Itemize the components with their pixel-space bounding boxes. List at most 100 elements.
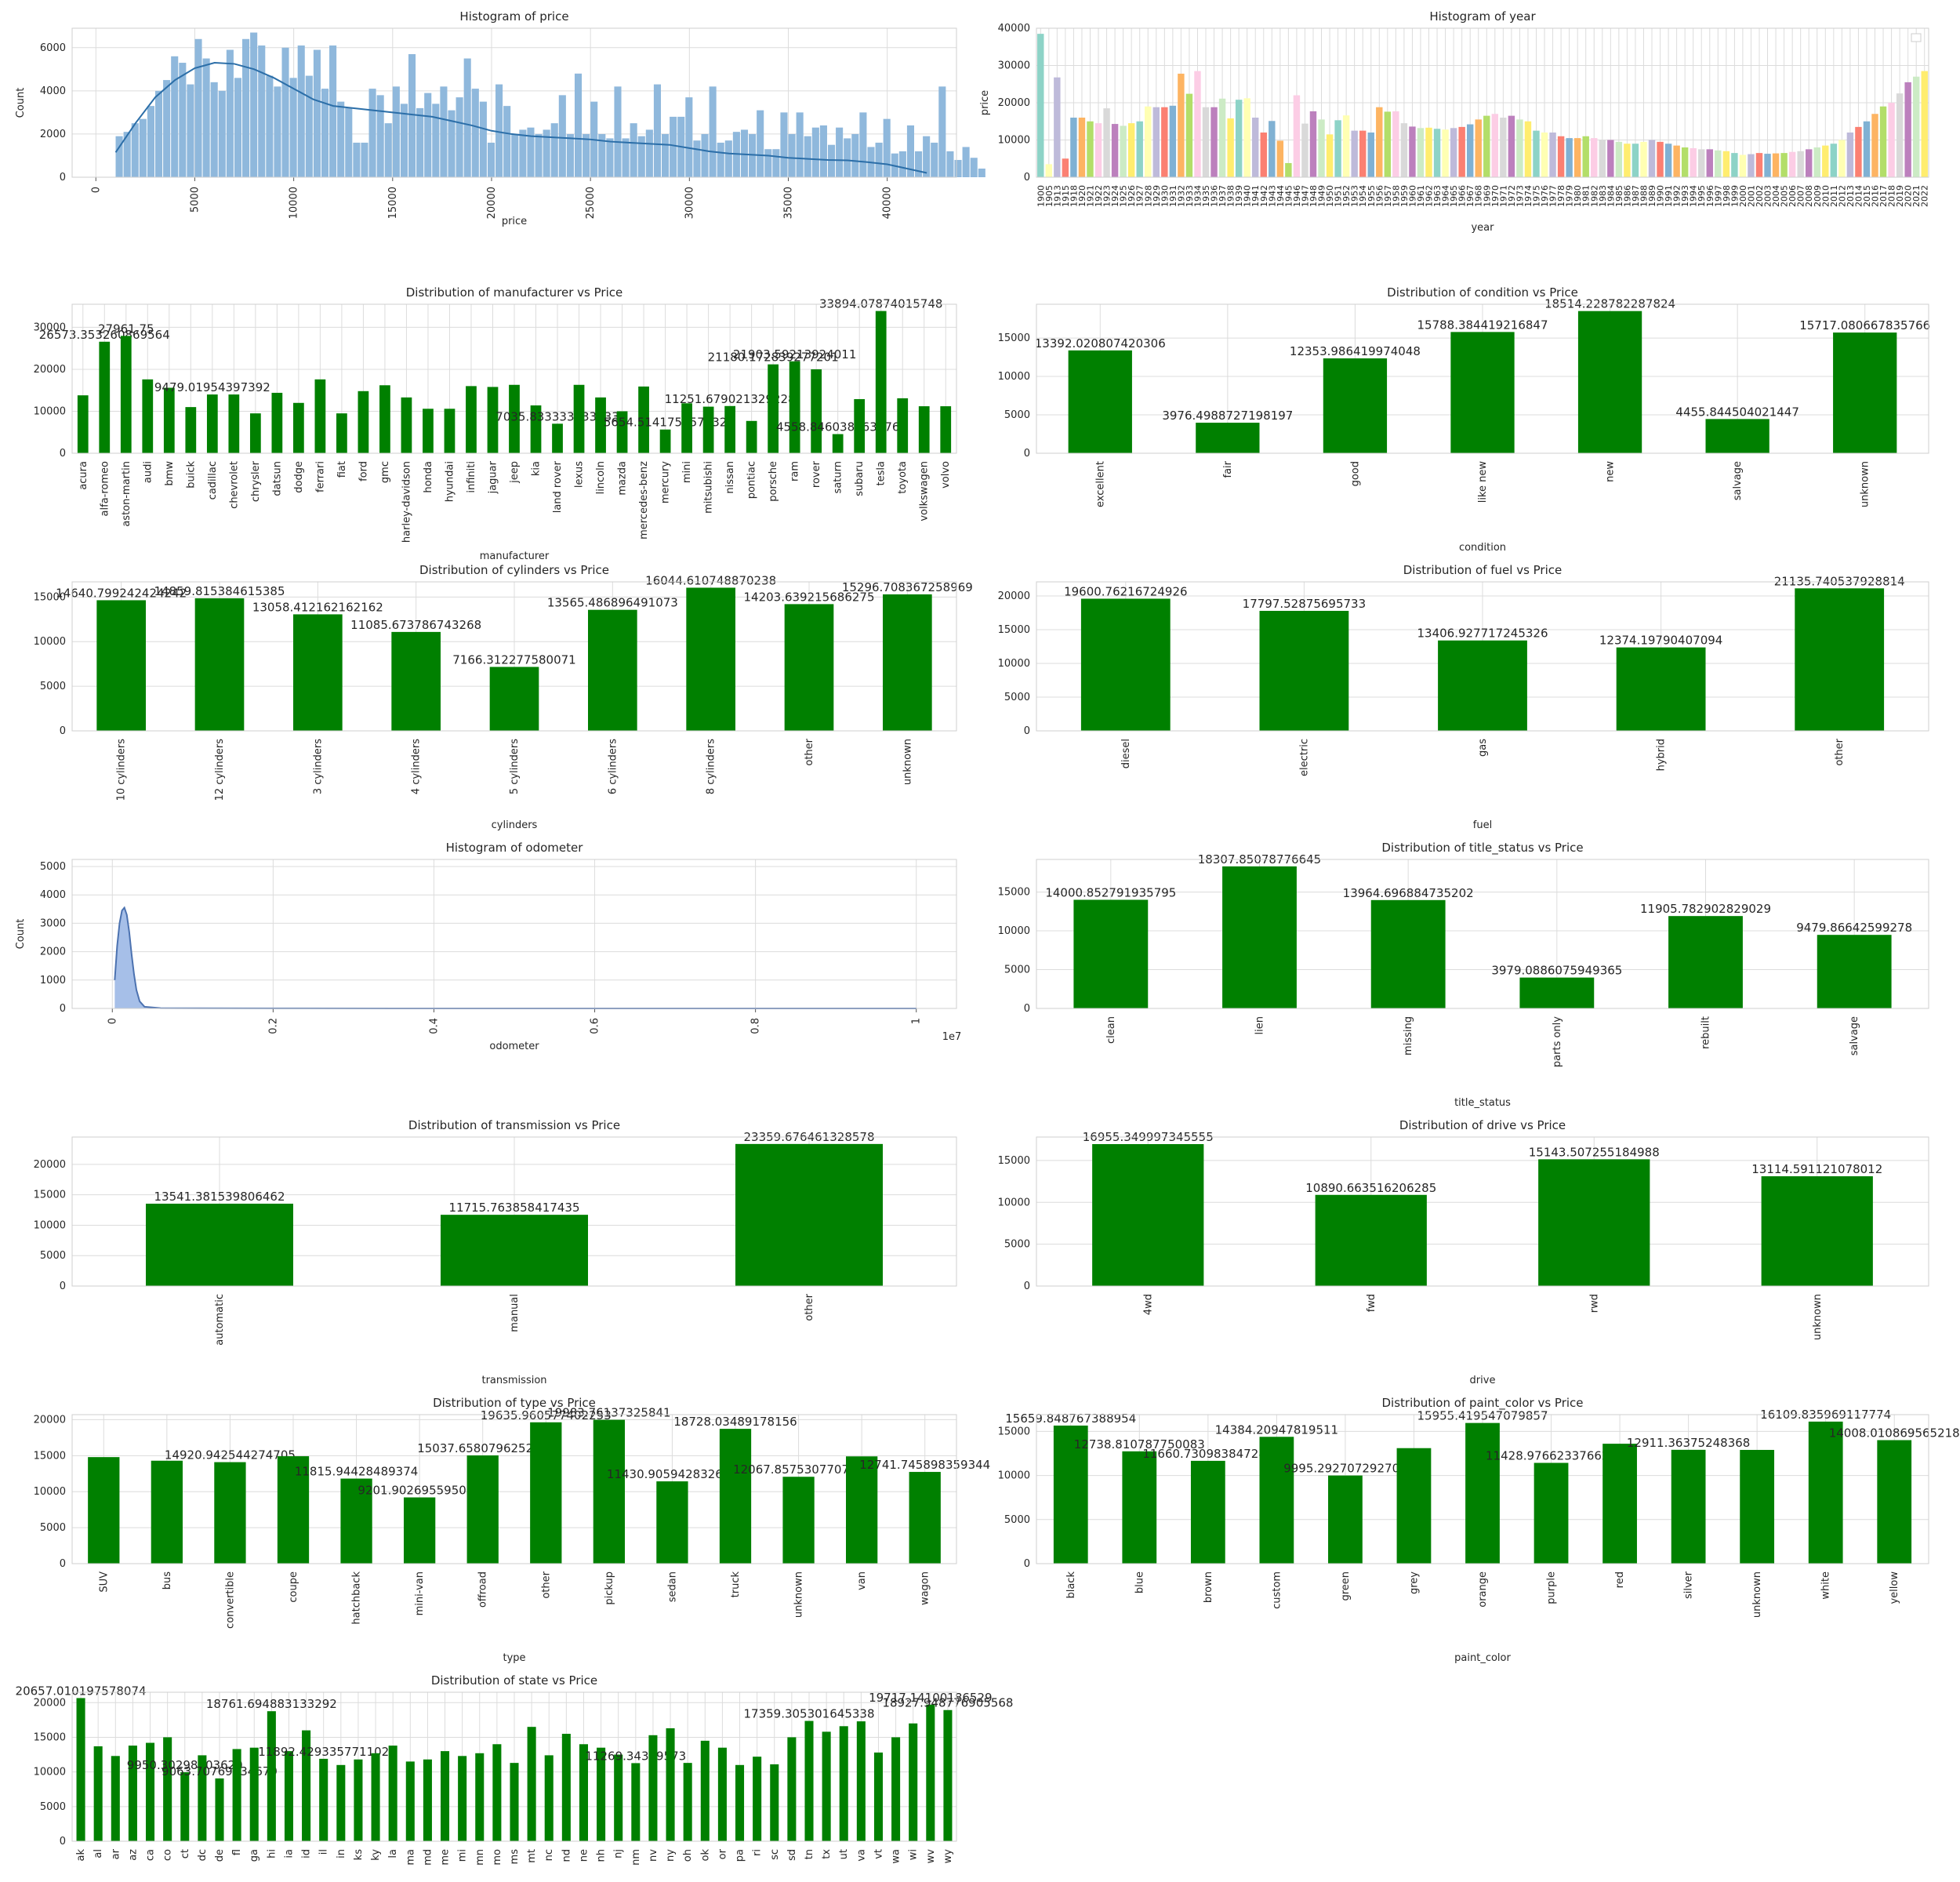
x-tick-label: fiat (336, 461, 348, 478)
bar (856, 1721, 866, 1841)
y-tick-label: 10000 (34, 1219, 66, 1231)
bar (99, 341, 111, 453)
bar (1359, 130, 1367, 177)
data-label: 11251.679021329228 (665, 392, 796, 406)
x-tick-label: 2002 (1755, 185, 1765, 207)
x-tick-label: id (301, 1849, 313, 1858)
x-tick-label: 1933 (1185, 185, 1195, 207)
histogram-bin (630, 123, 637, 177)
x-tick-label: new (1605, 461, 1617, 482)
plot-frame (1036, 581, 1929, 732)
bar (1127, 123, 1135, 177)
bar (681, 403, 692, 453)
bar (1664, 144, 1672, 177)
chart-title: Distribution of fuel vs Price (1403, 563, 1563, 577)
y-tick-label: 20000 (34, 1414, 66, 1426)
data-label: 14000.852791935795 (1045, 885, 1176, 899)
bar (163, 387, 175, 453)
x-tick-label: rover (811, 460, 822, 488)
bar (839, 1726, 848, 1841)
chart-panel: Distribution of paint_color vs Price 0 500… (998, 1396, 1960, 1664)
x-axis-label: odometer (489, 1041, 539, 1052)
bar (1466, 124, 1474, 177)
x-tick-label: gmc (379, 461, 391, 483)
x-tick-label: 1944 (1276, 185, 1286, 207)
x-tick-label: 2015 (1862, 185, 1872, 207)
x-tick-label: ky (370, 1849, 382, 1861)
bar (1838, 140, 1846, 177)
x-tick-label: 1951 (1334, 185, 1344, 207)
y-tick-label: 0 (1024, 172, 1030, 183)
x-tick-label: ar (110, 1848, 122, 1859)
bar (249, 1747, 259, 1841)
x-tick-label: 0.6 (590, 1018, 601, 1034)
x-tick-label: ferrari (314, 461, 326, 492)
data-label: 21180.172839277201 (708, 351, 839, 365)
histogram-bin (598, 133, 606, 177)
bar (1671, 1449, 1706, 1564)
histogram-bin (226, 49, 234, 178)
histogram-bin (376, 95, 384, 177)
bar (1218, 98, 1226, 177)
x-tick-label: offroad (477, 1571, 489, 1608)
x-tick-label: 1 (911, 1018, 923, 1024)
histogram-bin (827, 144, 836, 177)
bar (1425, 127, 1432, 177)
bar (96, 600, 146, 731)
data-label: 4455.844504021447 (1675, 405, 1798, 419)
x-tick-label: green (1340, 1571, 1352, 1601)
chart-panel: Histogram of price 0 2000 4000 6000 Count 0 500… (15, 9, 985, 227)
bar (1465, 1422, 1500, 1564)
x-tick-label: 2001 (1746, 185, 1756, 207)
histogram-bin (368, 89, 376, 177)
bar (1705, 419, 1769, 453)
x-tick-label: jeep (509, 461, 521, 484)
histogram-bin (345, 107, 353, 177)
x-tick-label: 1954 (1358, 185, 1368, 207)
data-label: 12911.36375248368 (1627, 1436, 1750, 1450)
x-tick-label: 1939 (1234, 185, 1244, 207)
x-tick-label: 1966 (1457, 185, 1468, 207)
bar (1276, 140, 1284, 177)
plot-area (72, 1415, 956, 1564)
histogram-bin (337, 101, 345, 177)
y-tick-label: 20000 (34, 1159, 66, 1171)
x-tick-label: diesel (1120, 739, 1132, 768)
x-tick-label: infiniti (466, 461, 477, 493)
bar (319, 1758, 328, 1841)
x-tick-label: 6 cylinders (607, 739, 619, 794)
bar (146, 1203, 293, 1286)
y-tick-label: 20000 (34, 364, 66, 376)
plot-frame (71, 581, 957, 732)
y-tick-label: 5000 (1004, 1514, 1030, 1526)
bar (822, 1731, 831, 1841)
data-label: 14920.942544274705 (165, 1448, 296, 1462)
histogram-bin (859, 112, 867, 177)
x-axis-label: price (502, 216, 527, 227)
histogram-bin (946, 151, 954, 177)
x-tick-label: 1943 (1267, 185, 1277, 207)
bar (1438, 640, 1527, 731)
histogram-bin (645, 129, 653, 177)
chart-panel: Distribution of drive vs Price 0 5000 10000… (998, 1118, 1929, 1386)
x-tick-label: 1983 (1598, 185, 1608, 207)
bar (441, 1751, 450, 1841)
plot-frame (1036, 1414, 1929, 1564)
x-tick-label: 1937 (1218, 185, 1228, 207)
data-label: 11428.976623376624 (1486, 1449, 1617, 1463)
y-tick-label: 10000 (998, 135, 1030, 147)
y-tick-label: 0 (60, 448, 66, 460)
x-tick-label: custom (1271, 1571, 1283, 1609)
data-label: 14640.799242424242 (56, 586, 187, 600)
x-tick-label: mercedes-benz (638, 461, 650, 540)
histogram-bin (234, 78, 242, 177)
x-tick-label: nissan (724, 461, 736, 494)
y-tick-label: 30000 (34, 322, 66, 333)
bar (1194, 71, 1201, 177)
x-tick-label: coupe (288, 1571, 299, 1603)
x-tick-label: 2009 (1813, 185, 1823, 207)
bar (1318, 119, 1325, 177)
bar (1698, 149, 1705, 177)
bar (666, 1728, 675, 1841)
x-tick-label: red (1614, 1571, 1626, 1588)
